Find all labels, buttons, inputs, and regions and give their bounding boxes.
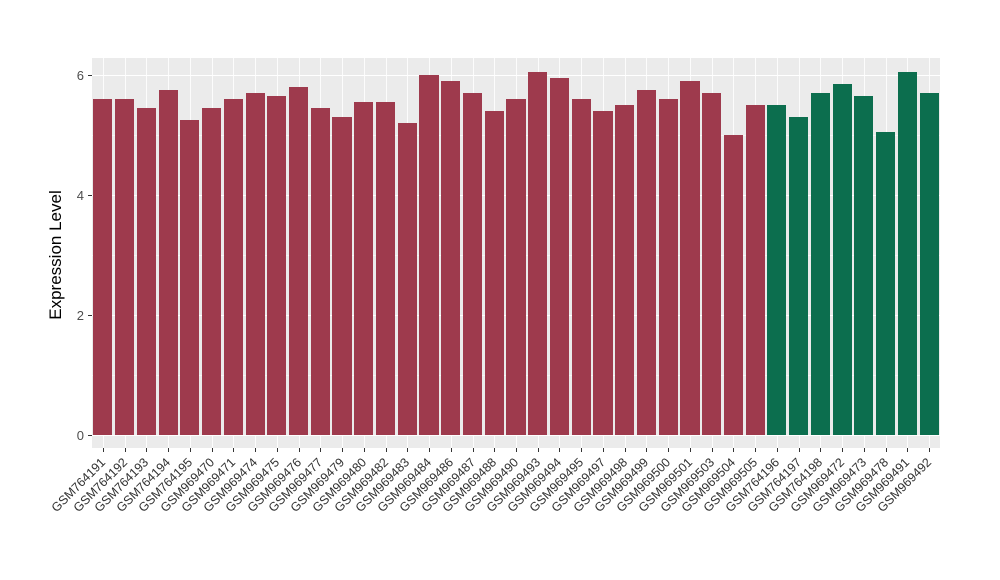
bar <box>549 78 570 435</box>
bar <box>571 99 591 435</box>
bar <box>375 102 396 435</box>
plot-panel <box>92 58 940 448</box>
x-tick-mark <box>885 448 887 452</box>
y-tick-mark <box>88 435 92 436</box>
bar <box>789 117 809 435</box>
y-tick-mark <box>88 315 92 316</box>
x-tick-mark <box>907 448 909 452</box>
y-axis-title: Expression Level <box>46 190 65 320</box>
bar <box>462 93 483 435</box>
bar <box>288 87 309 435</box>
x-tick-mark <box>385 448 387 452</box>
bar <box>832 84 852 435</box>
x-tick-mark <box>233 448 235 452</box>
bar <box>202 108 222 435</box>
x-tick-mark <box>276 448 278 452</box>
x-tick-mark <box>342 448 344 452</box>
bar <box>180 120 200 435</box>
x-tick-mark <box>755 448 757 452</box>
bar <box>528 72 548 435</box>
bar <box>636 90 657 435</box>
x-tick-mark <box>711 448 713 452</box>
bar <box>267 96 287 435</box>
bar <box>136 108 156 435</box>
x-tick-mark <box>102 448 104 452</box>
bar <box>245 93 265 435</box>
x-tick-mark <box>407 448 409 452</box>
x-tick-mark <box>211 448 213 452</box>
x-tick-mark <box>929 448 931 452</box>
x-tick-mark <box>146 448 148 452</box>
bar <box>702 93 722 435</box>
x-tick-mark <box>646 448 648 452</box>
x-tick-mark <box>189 448 191 452</box>
x-tick-mark <box>537 448 539 452</box>
x-tick-mark <box>624 448 626 452</box>
x-tick-mark <box>581 448 583 452</box>
y-tick-mark <box>88 75 92 76</box>
x-tick-mark <box>602 448 604 452</box>
bar <box>158 90 178 435</box>
x-tick-mark <box>842 448 844 452</box>
x-tick-mark <box>776 448 778 452</box>
bar <box>767 105 787 435</box>
y-tick-label: 0 <box>76 428 84 443</box>
bar <box>419 75 439 435</box>
x-tick-mark <box>516 448 517 452</box>
bar <box>680 81 700 435</box>
bar <box>658 99 678 435</box>
x-tick-mark <box>363 448 365 452</box>
bar <box>593 111 613 435</box>
bar <box>115 99 135 435</box>
x-tick-mark <box>494 448 496 452</box>
bar <box>506 99 526 435</box>
bar <box>810 93 830 435</box>
bar <box>919 93 939 435</box>
bar <box>723 135 743 435</box>
bar <box>745 105 765 435</box>
x-tick-mark <box>689 448 691 452</box>
bar <box>93 99 113 435</box>
x-tick-mark <box>472 448 474 452</box>
bar <box>854 96 874 435</box>
x-tick-mark <box>429 448 431 452</box>
bar <box>397 123 417 435</box>
x-tick-mark <box>798 448 800 452</box>
bar <box>441 81 461 435</box>
bar <box>332 117 352 435</box>
x-tick-mark <box>820 448 822 452</box>
x-tick-mark <box>668 448 670 452</box>
x-tick-mark <box>168 448 170 452</box>
y-tick-label: 4 <box>76 188 84 203</box>
y-tick-label: 2 <box>76 308 84 323</box>
bar <box>897 72 917 435</box>
bar <box>310 108 330 435</box>
x-tick-mark <box>559 448 561 452</box>
bar <box>223 99 243 435</box>
bar <box>484 111 504 435</box>
bar <box>876 132 896 435</box>
x-tick-mark <box>298 448 300 452</box>
bar <box>354 102 374 435</box>
x-tick-mark <box>124 448 126 452</box>
x-tick-mark <box>863 448 865 452</box>
x-tick-mark <box>320 448 322 452</box>
x-tick-mark <box>733 448 735 452</box>
bar <box>615 105 635 435</box>
y-tick-label: 6 <box>76 68 84 83</box>
x-tick-mark <box>450 448 452 452</box>
x-tick-mark <box>255 448 257 452</box>
y-tick-mark <box>88 195 92 196</box>
